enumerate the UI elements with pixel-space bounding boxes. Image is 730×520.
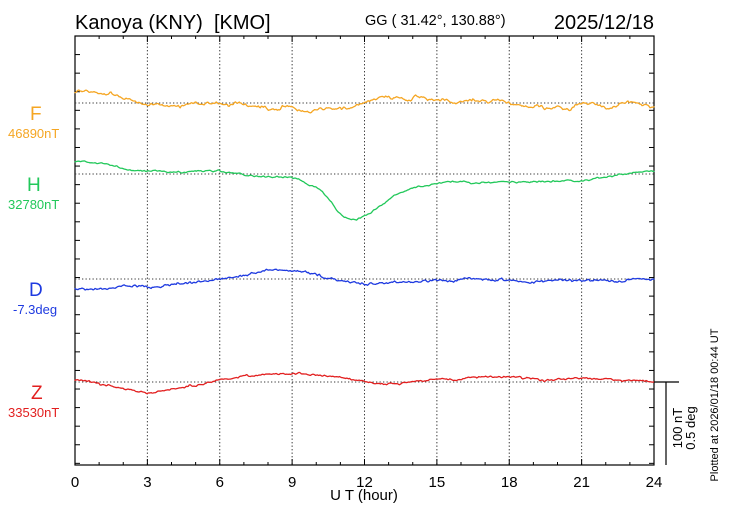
svg-text:D: D	[29, 280, 43, 301]
svg-text:Z: Z	[31, 383, 43, 404]
svg-text:9: 9	[288, 474, 296, 491]
svg-text:24: 24	[646, 474, 663, 491]
svg-text:21: 21	[573, 474, 590, 491]
svg-text:46890nT: 46890nT	[8, 126, 59, 141]
svg-text:0.5 deg: 0.5 deg	[683, 406, 698, 449]
svg-text:18: 18	[501, 474, 518, 491]
svg-text:U T (hour): U T (hour)	[330, 487, 398, 504]
svg-text:H: H	[27, 175, 41, 196]
svg-text:2025/12/18: 2025/12/18	[554, 12, 654, 34]
svg-text:3: 3	[143, 474, 151, 491]
svg-text:GG ( 31.42°, 130.88°): GG ( 31.42°, 130.88°)	[365, 13, 506, 29]
svg-text:6: 6	[216, 474, 224, 491]
svg-text:Plotted at 2026/01/18 00:44 UT: Plotted at 2026/01/18 00:44 UT	[709, 328, 721, 481]
svg-text:-7.3deg: -7.3deg	[13, 302, 57, 317]
svg-text:33530nT: 33530nT	[8, 405, 59, 420]
svg-text:Kanoya (KNY) [KMO]: Kanoya (KNY) [KMO]	[75, 12, 271, 34]
svg-text:F: F	[30, 104, 42, 125]
svg-text:0: 0	[71, 474, 79, 491]
svg-text:32780nT: 32780nT	[8, 197, 59, 212]
svg-text:15: 15	[429, 474, 446, 491]
